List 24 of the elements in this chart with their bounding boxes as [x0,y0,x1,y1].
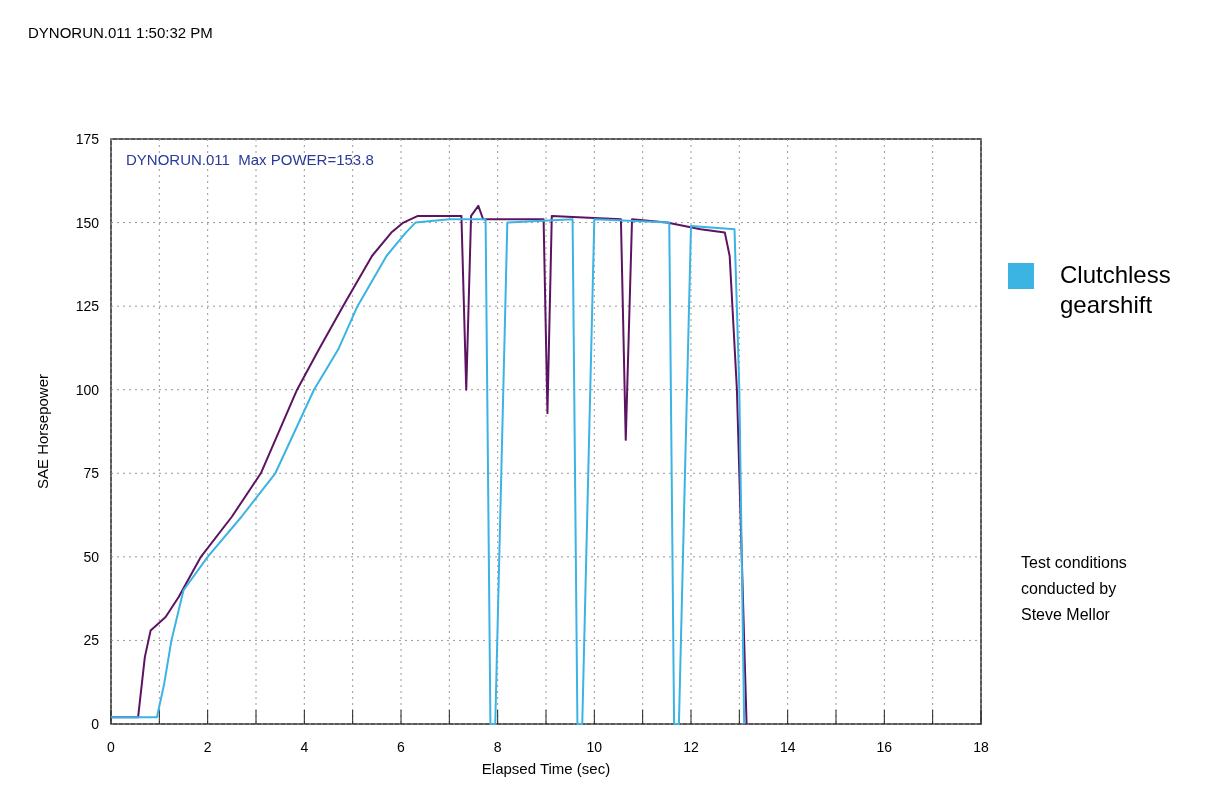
y-tick-label: 50 [83,548,100,565]
y-tick-label: 125 [75,298,100,315]
x-tick-label: 16 [876,739,893,755]
y-tick-label: 25 [83,632,100,649]
y-tick-label: 150 [75,214,100,231]
x-tick-label: 18 [973,739,989,755]
y-tick-label: 0 [91,716,100,732]
x-axis-title: Elapsed Time (sec) [481,760,611,777]
x-tick-label: 2 [203,739,212,755]
text: Test conditions conducted by Steve Mellor [1021,554,1127,623]
x-tick-label: 4 [300,739,309,755]
x-tick-label: 10 [586,739,603,755]
annotation: DYNORUN.011 Max POWER=153.8 [126,151,374,168]
x-tick-label: 12 [683,739,699,755]
x-tick-label: 0 [107,739,116,755]
y-tick-label: 100 [75,381,100,398]
y-tick-label: 175 [75,131,100,147]
legend-label: Clutchless gearshift [1060,261,1171,318]
y-axis-title: SAE Horsepower [34,373,51,490]
x-tick-label: 6 [397,739,406,755]
text: DYNORUN.011 1:50:32 PM [28,24,213,41]
x-tick-label: 14 [779,739,796,755]
x-tick-label: 8 [493,739,502,755]
y-tick-label: 75 [83,465,100,482]
